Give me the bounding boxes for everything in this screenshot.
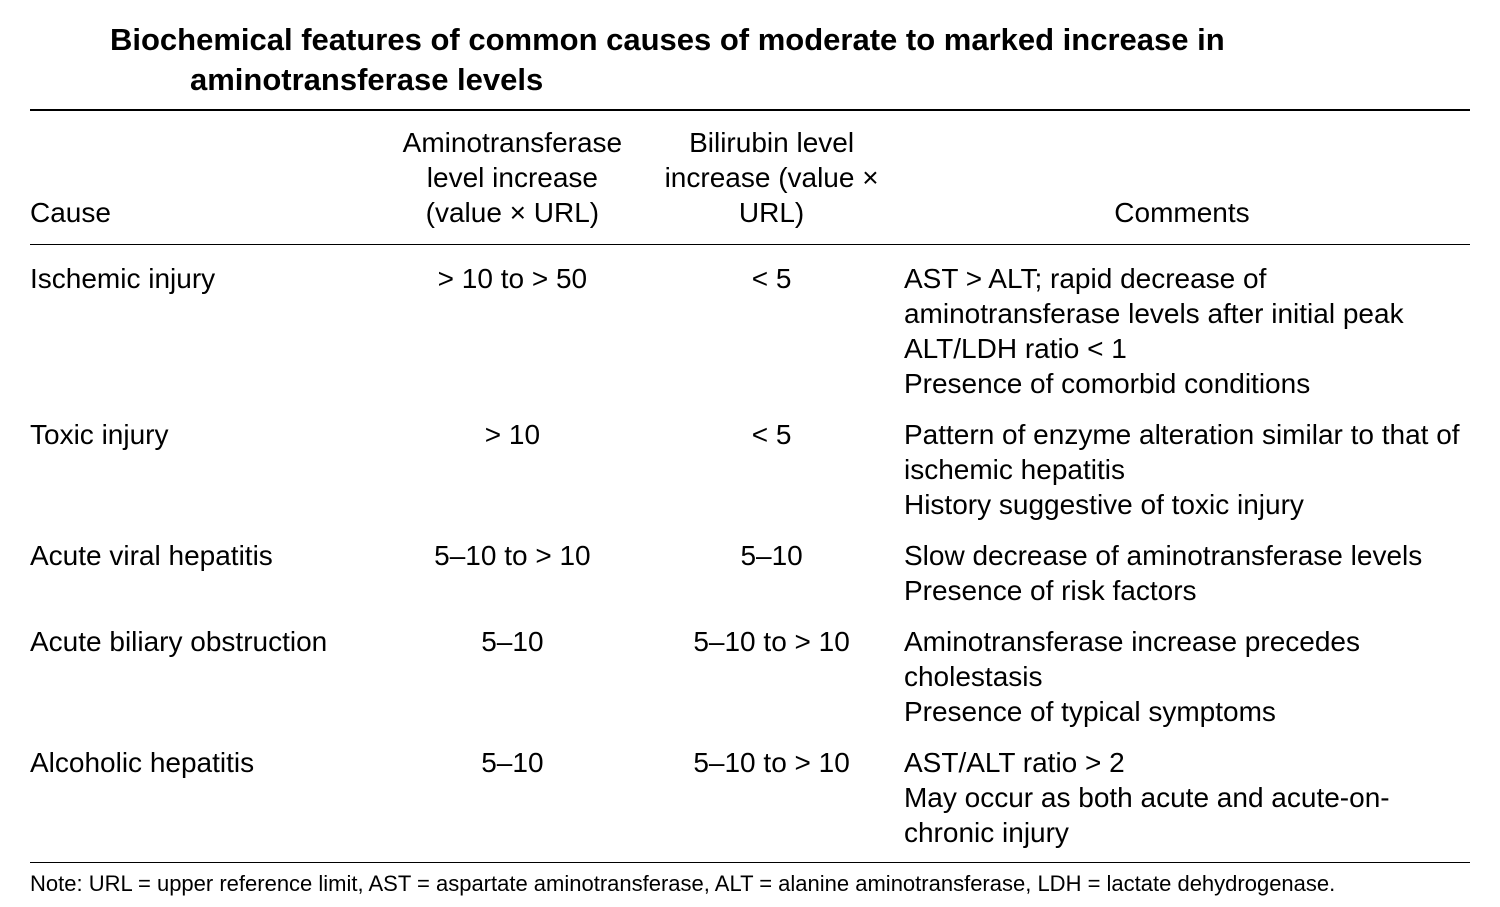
comment-line: Presence of typical symptoms xyxy=(904,694,1460,729)
cell-comments: AST/ALT ratio > 2May occur as both acute… xyxy=(894,737,1470,858)
table-row: Toxic injury> 10< 5Pattern of enzyme alt… xyxy=(30,409,1470,530)
cell-cause: Acute biliary obstruction xyxy=(30,616,376,737)
table-footnote: Note: URL = upper reference limit, AST =… xyxy=(30,871,1470,897)
table-row: Acute viral hepatitis5–10 to > 105–10Slo… xyxy=(30,530,1470,616)
comment-line: Aminotransferase increase precedes chole… xyxy=(904,624,1460,694)
table-header: Cause Aminotransferase level increase (v… xyxy=(30,119,1470,240)
cell-bili: 5–10 xyxy=(649,530,894,616)
cell-amino: > 10 xyxy=(376,409,650,530)
comment-line: AST/ALT ratio > 2 xyxy=(904,745,1460,780)
header-rule xyxy=(30,244,1470,245)
bottom-rule xyxy=(30,862,1470,863)
table-title: Biochemical features of common causes of… xyxy=(110,20,1470,101)
cell-amino: > 10 to > 50 xyxy=(376,253,650,409)
col-header-comments: Comments xyxy=(894,119,1470,240)
cell-bili: 5–10 to > 10 xyxy=(649,616,894,737)
table-row: Acute biliary obstruction5–105–10 to > 1… xyxy=(30,616,1470,737)
cell-cause: Ischemic injury xyxy=(30,253,376,409)
top-rule xyxy=(30,109,1470,111)
comment-line: Presence of comorbid conditions xyxy=(904,366,1460,401)
comment-line: Presence of risk factors xyxy=(904,573,1460,608)
cell-bili: 5–10 to > 10 xyxy=(649,737,894,858)
table-body: Ischemic injury> 10 to > 50< 5AST > ALT;… xyxy=(30,240,1470,858)
comment-line: ALT/LDH ratio < 1 xyxy=(904,331,1460,366)
cell-comments: Slow decrease of aminotransferase levels… xyxy=(894,530,1470,616)
col-header-cause: Cause xyxy=(30,119,376,240)
cell-cause: Toxic injury xyxy=(30,409,376,530)
comment-line: AST > ALT; rapid decrease of aminotransf… xyxy=(904,261,1460,331)
table-row: Ischemic injury> 10 to > 50< 5AST > ALT;… xyxy=(30,253,1470,409)
cell-cause: Alcoholic hepatitis xyxy=(30,737,376,858)
cell-comments: AST > ALT; rapid decrease of aminotransf… xyxy=(894,253,1470,409)
col-header-bili: Bilirubin level increase (value × URL) xyxy=(649,119,894,240)
biochemical-features-table: Cause Aminotransferase level increase (v… xyxy=(30,119,1470,858)
cell-cause: Acute viral hepatitis xyxy=(30,530,376,616)
cell-bili: < 5 xyxy=(649,253,894,409)
col-header-amino: Aminotransferase level increase (value ×… xyxy=(376,119,650,240)
cell-amino: 5–10 xyxy=(376,737,650,858)
comment-line: May occur as both acute and acute-on-chr… xyxy=(904,780,1460,850)
cell-amino: 5–10 xyxy=(376,616,650,737)
cell-amino: 5–10 to > 10 xyxy=(376,530,650,616)
cell-comments: Aminotransferase increase precedes chole… xyxy=(894,616,1470,737)
table-row: Alcoholic hepatitis5–105–10 to > 10AST/A… xyxy=(30,737,1470,858)
comment-line: Pattern of enzyme alteration similar to … xyxy=(904,417,1460,487)
cell-bili: < 5 xyxy=(649,409,894,530)
comment-line: History suggestive of toxic injury xyxy=(904,487,1460,522)
document-page: Biochemical features of common causes of… xyxy=(0,0,1500,907)
comment-line: Slow decrease of aminotransferase levels xyxy=(904,538,1460,573)
cell-comments: Pattern of enzyme alteration similar to … xyxy=(894,409,1470,530)
